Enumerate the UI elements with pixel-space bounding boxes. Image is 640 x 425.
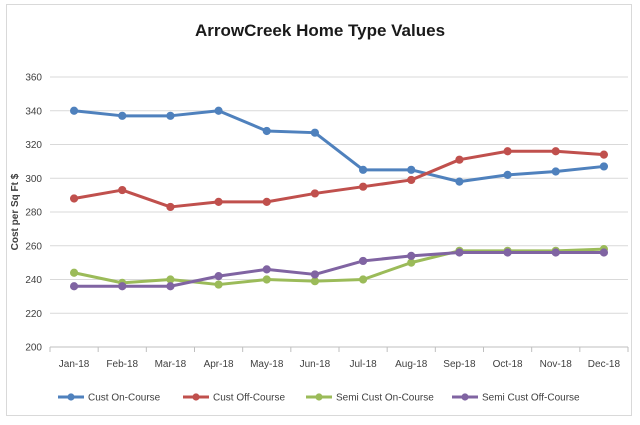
data-point [599,162,609,171]
data-point [551,167,560,176]
y-tick-label: 260 [25,241,42,252]
legend-label: Semi Cust Off-Course [482,393,580,404]
data-point [69,194,79,203]
x-tick-label: Jun-18 [300,359,331,370]
x-tick-label: Jul-18 [349,359,377,370]
x-tick-label: Feb-18 [106,359,138,370]
data-point [503,248,512,257]
y-tick-label: 300 [25,174,42,185]
chart-title: ArrowCreek Home Type Values [195,21,445,40]
x-tick-label: Mar-18 [155,359,187,370]
legend-label: Cust Off-Course [213,393,285,404]
data-point [310,128,320,137]
data-point [358,275,368,284]
y-tick-label: 280 [25,208,42,219]
data-point [358,256,368,266]
x-tick-label: Aug-18 [395,359,428,370]
data-point [262,275,271,284]
legend-marker [315,393,323,401]
legend-label: Semi Cust On-Course [336,393,434,404]
data-point [262,126,271,136]
y-tick-label: 240 [25,275,42,286]
series-line [72,247,606,287]
data-point [69,106,79,115]
data-point [503,170,512,179]
x-tick-label: Apr-18 [204,359,234,370]
axes: 200 220 240 260 280 300 320 340 360 Jan-18 Feb-18 M… [25,73,629,370]
data-point [407,165,416,174]
x-tick-label: Sep-18 [443,359,476,370]
data-point [310,277,320,286]
data-point [118,111,127,120]
y-axis-label: Cost per Sq Ft $ [10,173,21,250]
legend-marker [461,393,469,401]
x-tick-label: Jan-18 [59,359,90,370]
data-point [262,265,271,274]
data-point [358,182,368,191]
data-point [599,150,609,159]
data-point [455,177,464,186]
x-tick-label: May-18 [250,359,284,370]
x-tick-label: Dec-18 [588,359,621,370]
data-point [166,202,175,212]
legend-item: Cust On-Course [58,393,161,404]
legend-item: Semi Cust On-Course [306,393,434,404]
y-tick-label: 220 [25,309,42,320]
data-point [214,272,223,281]
gridlines [50,76,628,314]
data-point [407,175,416,185]
data-point [262,197,271,206]
legend-marker [192,393,200,401]
y-tick-label: 200 [25,343,42,354]
data-point [310,189,320,198]
series-line [72,109,606,184]
data-point [310,270,320,279]
legend-item: Semi Cust Off-Course [452,393,580,404]
data-point [214,106,223,115]
legend: Cust On-Course Cust Off-Course Semi Cust O… [58,393,580,404]
data-point [118,282,127,291]
series-group [69,106,609,291]
x-tick-label: Nov-18 [540,359,573,370]
y-tick-label: 360 [25,73,42,84]
data-point [166,275,175,284]
legend-label: Cust On-Course [88,393,161,404]
legend-marker [67,393,75,401]
data-point [69,268,79,277]
series-3 [69,248,609,291]
data-point [69,282,79,291]
data-point [551,248,560,257]
series-line [72,149,606,209]
data-point [214,197,223,206]
data-point [166,282,175,291]
data-point [358,165,368,174]
data-point [407,251,416,260]
legend-item: Cust Off-Course [183,393,285,404]
series-0 [69,106,609,186]
data-point [166,111,175,120]
data-point [118,185,127,195]
data-point [407,258,416,267]
y-tick-label: 320 [25,140,42,151]
y-tick-label: 340 [25,106,42,117]
data-point [455,248,464,257]
series-line [72,251,606,288]
data-point [503,147,512,156]
x-tick-label: Oct-18 [493,359,523,370]
data-point [455,155,464,164]
series-1 [69,147,609,212]
data-point [599,248,609,257]
data-point [214,280,223,289]
data-point [551,147,560,156]
